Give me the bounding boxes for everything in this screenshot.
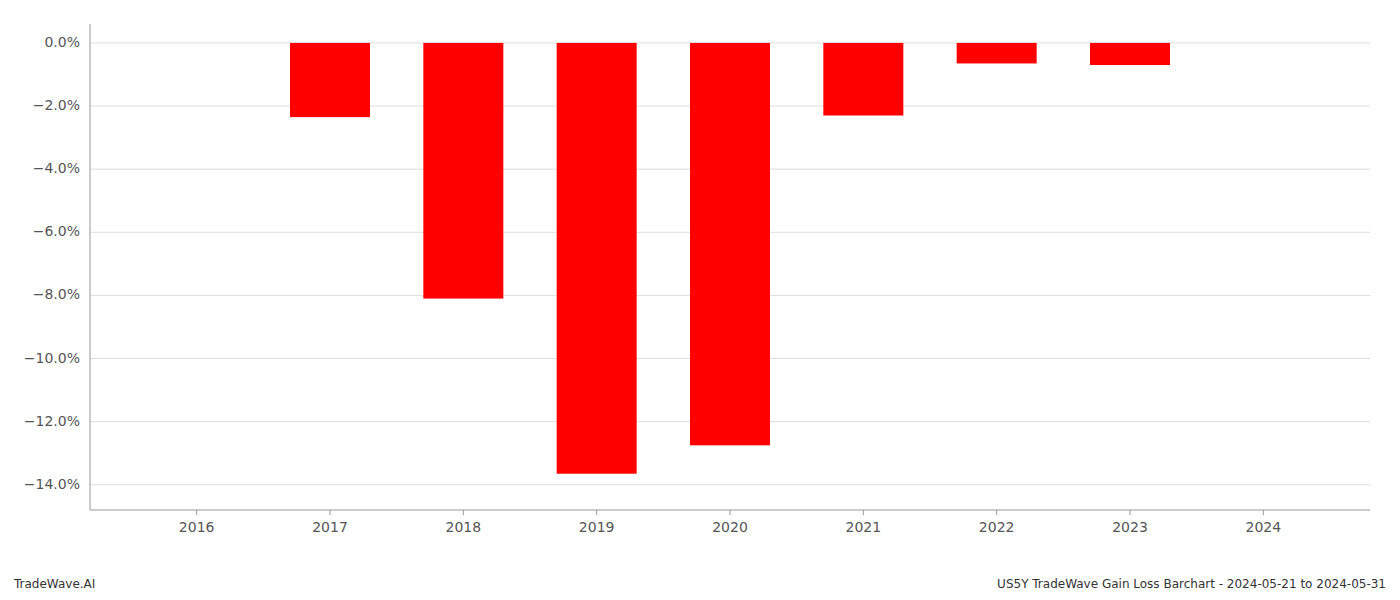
chart-container: 0.0% −2.0% −4.0% −6.0% −8.0% −10.0% −12.0% −14.… [0,0,1400,600]
bar [690,43,770,445]
y-tick-label: −8.0% [33,286,80,302]
x-tick [330,510,331,515]
x-tick [196,510,197,515]
y-tick-label: −4.0% [33,160,80,176]
x-tick-label: 2017 [312,519,348,535]
x-tick [596,510,597,515]
y-tick-label: −12.0% [24,413,80,429]
bar [823,43,903,116]
bar [1090,43,1170,65]
y-grid [90,43,1370,485]
footer: TradeWave.AI US5Y TradeWave Gain Loss Bar… [13,577,1386,591]
footer-text: US5Y TradeWave Gain Loss Barchart - 2024… [997,577,1386,591]
y-tick-label: −2.0% [33,97,80,113]
bar [1223,42,1303,43]
grid-line [90,484,1370,485]
x-tick [1130,510,1131,515]
bar [290,43,370,117]
y-axis-line [90,24,91,510]
footer-text: TradeWave.AI [13,577,95,591]
bar [957,43,1037,64]
y-tick-label: −6.0% [33,223,80,239]
bar [557,43,637,474]
x-tick-label: 2022 [979,519,1015,535]
x-axis: 2016 2017 2018 2019 2020 2021 2022 2023 2024 [90,510,1370,535]
bar [423,43,503,299]
x-tick [463,510,464,515]
x-tick-label: 2021 [846,519,882,535]
x-tick-label: 2024 [1246,519,1282,535]
x-tick-label: 2016 [179,519,215,535]
x-tick-label: 2018 [446,519,482,535]
x-tick [996,510,997,515]
x-tick [1263,510,1264,515]
y-tick-label: 0.0% [44,34,80,50]
x-tick-label: 2023 [1112,519,1148,535]
y-tick-label: −10.0% [24,350,80,366]
chart-svg: 0.0% −2.0% −4.0% −6.0% −8.0% −10.0% −12.0% −14.… [0,0,1400,600]
y-axis: 0.0% −2.0% −4.0% −6.0% −8.0% −10.0% −12.0% −14.… [24,24,90,510]
x-tick [730,510,731,515]
bars [290,43,1170,474]
bar [157,42,237,43]
y-tick-label: −14.0% [24,476,80,492]
x-tick [863,510,864,515]
x-tick-label: 2020 [712,519,748,535]
x-tick-label: 2019 [579,519,615,535]
